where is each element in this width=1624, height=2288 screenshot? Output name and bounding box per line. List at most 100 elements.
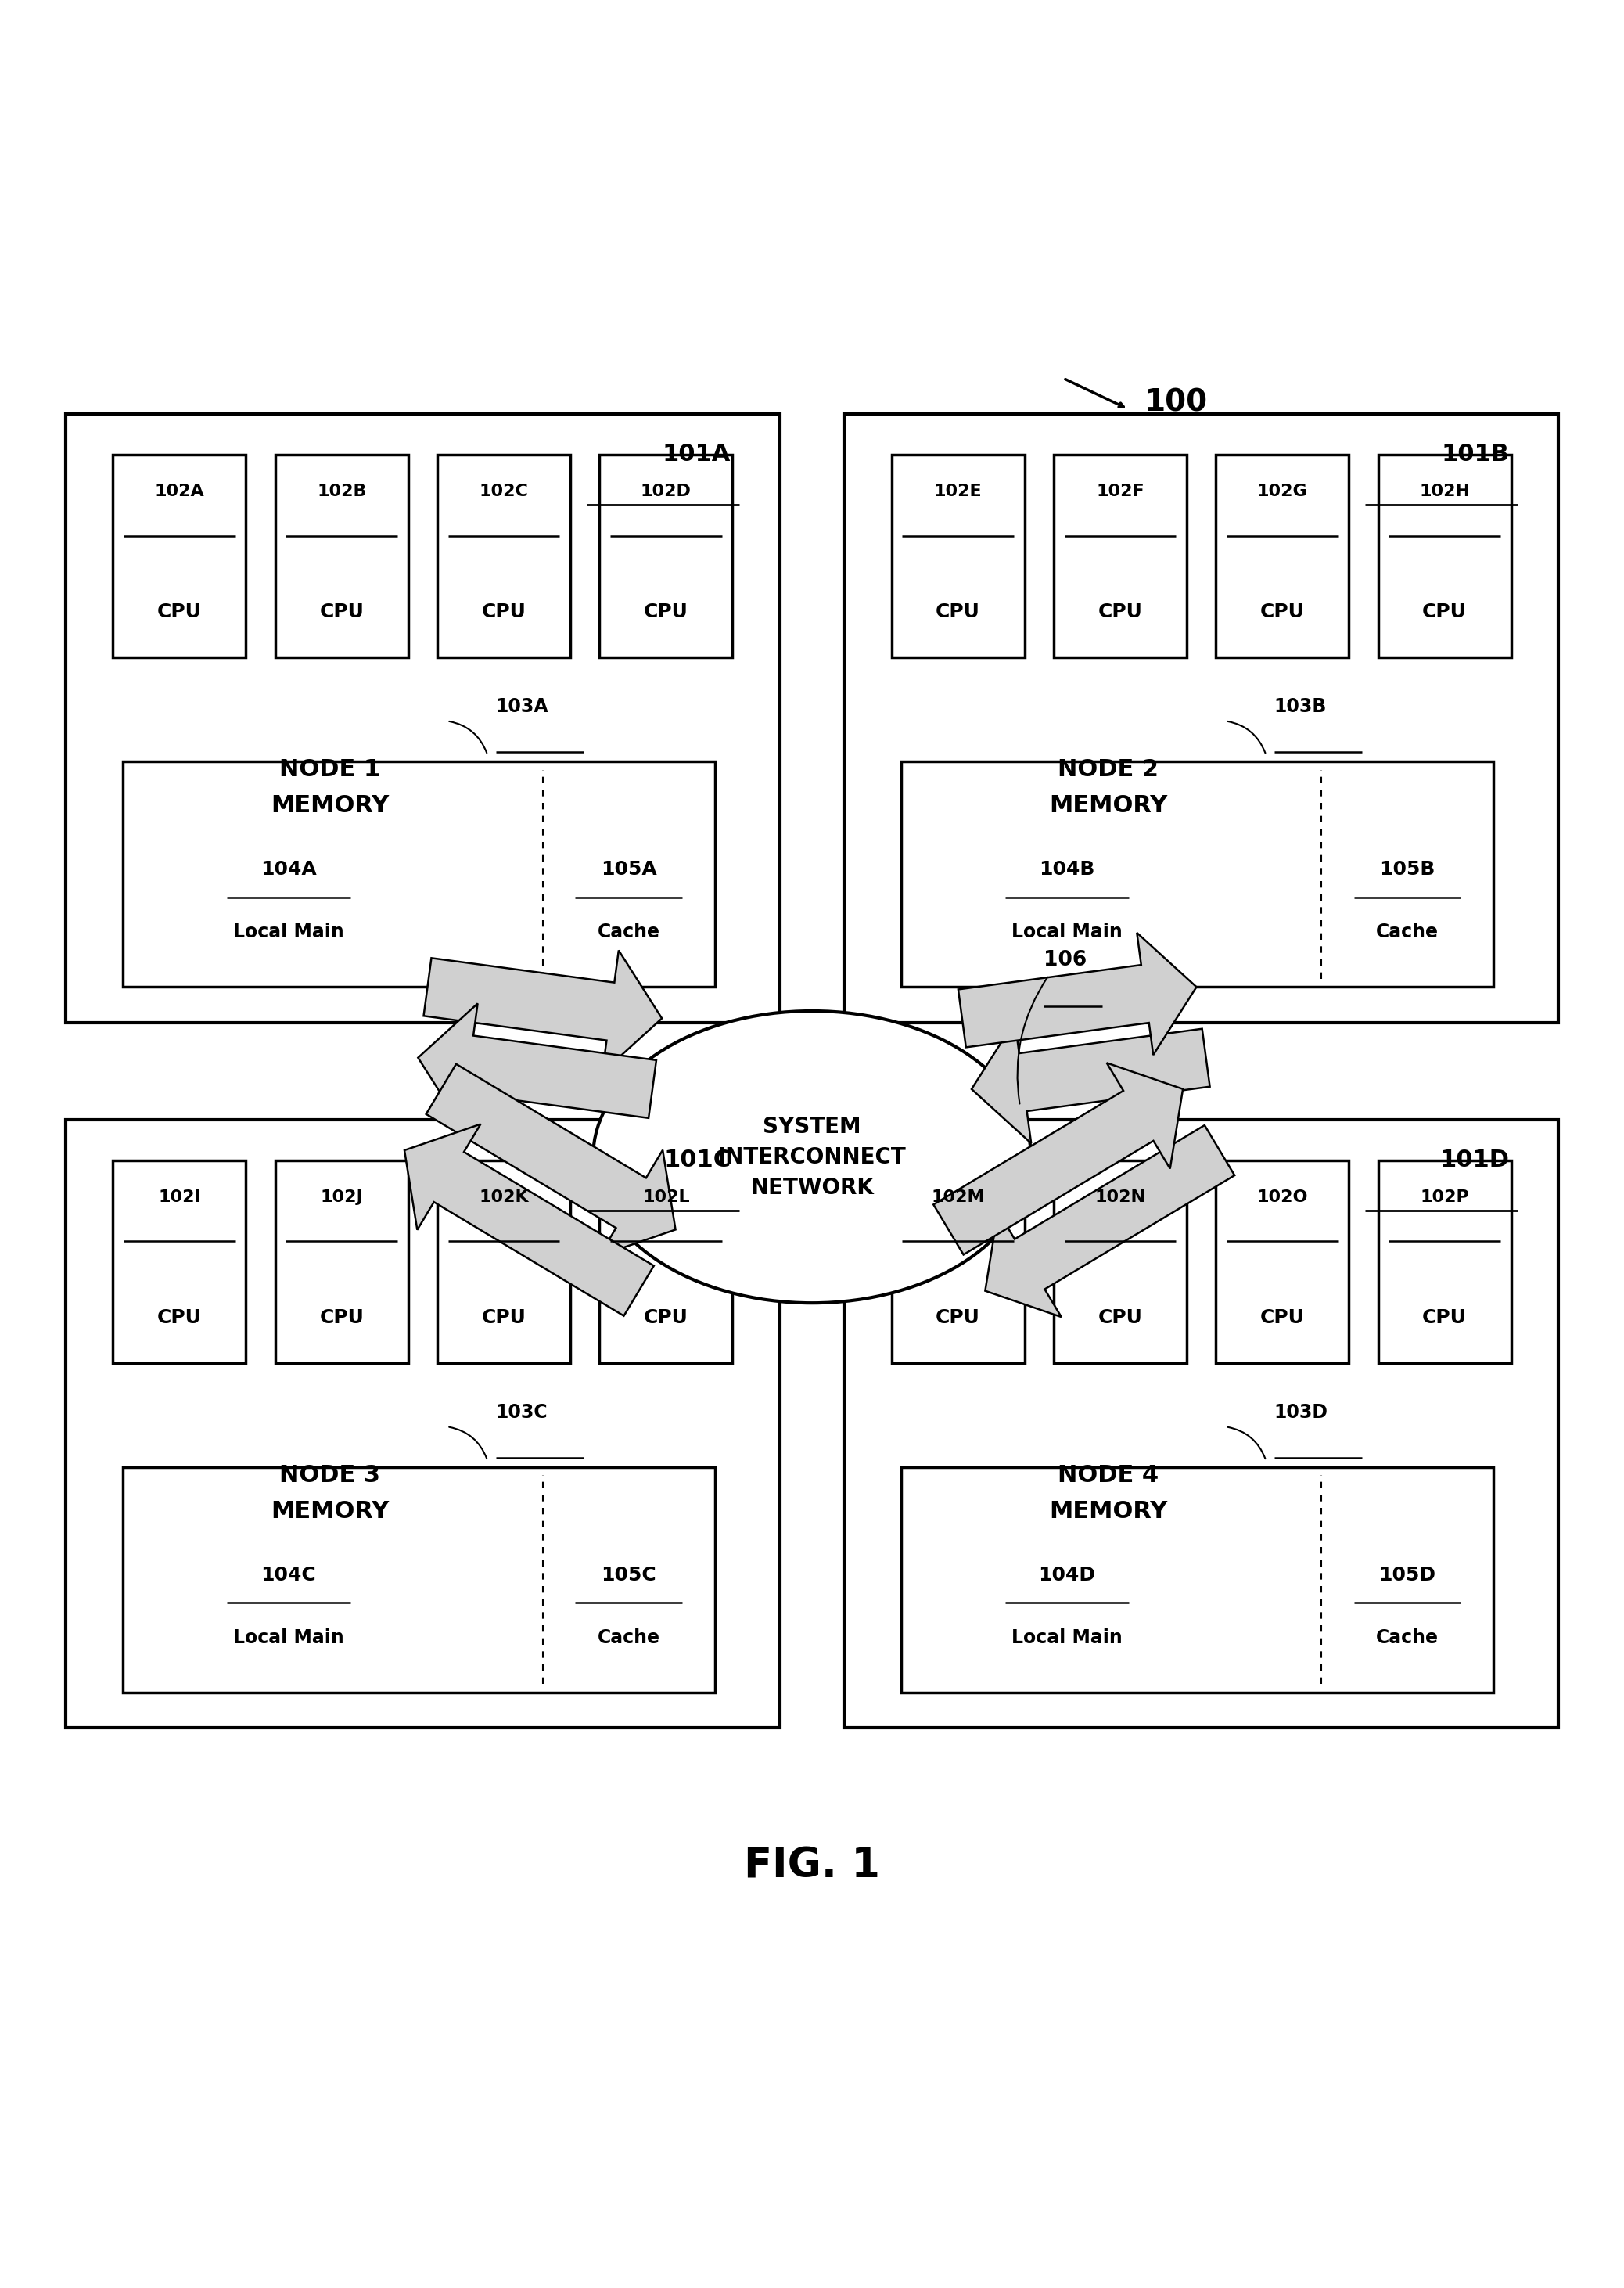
Text: 102D: 102D <box>640 483 692 499</box>
Text: CPU: CPU <box>643 602 689 622</box>
Text: CPU: CPU <box>1260 602 1304 622</box>
Text: 103D: 103D <box>1275 1403 1328 1421</box>
Text: CPU: CPU <box>320 1309 364 1327</box>
Text: NODE 1: NODE 1 <box>279 760 380 780</box>
Text: 101D: 101D <box>1440 1149 1509 1171</box>
Text: CPU: CPU <box>158 602 201 622</box>
Text: 102J: 102J <box>320 1190 364 1206</box>
Text: 105D: 105D <box>1379 1565 1436 1586</box>
Bar <box>599 455 732 657</box>
Text: CPU: CPU <box>1098 602 1142 622</box>
Text: NODE 4: NODE 4 <box>1057 1464 1160 1487</box>
Polygon shape <box>986 1126 1234 1318</box>
Polygon shape <box>425 1064 676 1256</box>
Text: CPU: CPU <box>1260 1309 1304 1327</box>
Text: Local Main: Local Main <box>1012 922 1122 940</box>
Bar <box>114 1160 245 1364</box>
Polygon shape <box>958 934 1197 1055</box>
Bar <box>1216 1160 1350 1364</box>
Bar <box>844 1119 1557 1727</box>
Text: 104A: 104A <box>260 860 317 879</box>
Bar <box>901 762 1492 986</box>
Bar <box>67 1119 780 1727</box>
Bar <box>1054 455 1187 657</box>
Text: CPU: CPU <box>935 602 981 622</box>
Text: Local Main: Local Main <box>232 922 344 940</box>
Text: Cache: Cache <box>1376 1629 1439 1647</box>
Bar <box>1054 1160 1187 1364</box>
Bar <box>123 1467 715 1693</box>
Bar <box>901 1467 1492 1693</box>
Text: 104D: 104D <box>1038 1565 1096 1586</box>
Text: CPU: CPU <box>482 602 526 622</box>
Polygon shape <box>971 1020 1210 1144</box>
Text: 102G: 102G <box>1257 483 1307 499</box>
Bar <box>892 1160 1025 1364</box>
Text: CPU: CPU <box>320 602 364 622</box>
Text: 101C: 101C <box>664 1149 731 1171</box>
Text: 101B: 101B <box>1442 444 1509 467</box>
Text: 102P: 102P <box>1419 1190 1470 1206</box>
Text: MEMORY: MEMORY <box>271 1499 390 1522</box>
Text: CPU: CPU <box>158 1309 201 1327</box>
Bar <box>114 455 245 657</box>
Text: 104C: 104C <box>261 1565 317 1586</box>
Polygon shape <box>424 950 663 1073</box>
Polygon shape <box>404 1123 654 1316</box>
Polygon shape <box>417 1004 656 1126</box>
Text: NODE 2: NODE 2 <box>1057 760 1160 780</box>
Text: CPU: CPU <box>935 1309 981 1327</box>
Ellipse shape <box>593 1011 1031 1302</box>
Bar <box>437 455 570 657</box>
Text: 103B: 103B <box>1275 698 1327 716</box>
Text: 102I: 102I <box>158 1190 201 1206</box>
Text: 105C: 105C <box>601 1565 656 1586</box>
Polygon shape <box>934 1064 1182 1254</box>
Bar <box>123 762 715 986</box>
Bar <box>274 455 408 657</box>
Text: Cache: Cache <box>598 1629 659 1647</box>
Text: Cache: Cache <box>1376 922 1439 940</box>
Text: CPU: CPU <box>1098 1309 1142 1327</box>
Text: 102K: 102K <box>479 1190 529 1206</box>
Bar <box>67 414 780 1023</box>
Text: 102F: 102F <box>1096 483 1145 499</box>
Text: CPU: CPU <box>1423 1309 1466 1327</box>
Text: FIG. 1: FIG. 1 <box>744 1846 880 1885</box>
Bar <box>1379 1160 1510 1364</box>
Text: CPU: CPU <box>1423 602 1466 622</box>
Text: 102B: 102B <box>317 483 367 499</box>
Text: 102N: 102N <box>1095 1190 1145 1206</box>
Text: 101A: 101A <box>663 444 731 467</box>
Text: 105B: 105B <box>1379 860 1436 879</box>
Text: 105A: 105A <box>601 860 658 879</box>
Text: CPU: CPU <box>482 1309 526 1327</box>
Text: 102M: 102M <box>931 1190 984 1206</box>
Bar <box>437 1160 570 1364</box>
Text: Local Main: Local Main <box>1012 1629 1122 1647</box>
Text: 102E: 102E <box>934 483 983 499</box>
Text: 106: 106 <box>1044 950 1086 970</box>
Bar <box>844 414 1557 1023</box>
Bar <box>1216 455 1350 657</box>
Text: SYSTEM
INTERCONNECT
NETWORK: SYSTEM INTERCONNECT NETWORK <box>718 1117 906 1199</box>
Text: MEMORY: MEMORY <box>1049 794 1168 817</box>
Bar <box>1379 455 1510 657</box>
Text: CPU: CPU <box>643 1309 689 1327</box>
Text: 102C: 102C <box>479 483 528 499</box>
Text: NODE 3: NODE 3 <box>279 1464 380 1487</box>
Text: 100: 100 <box>1145 387 1208 416</box>
Text: 102H: 102H <box>1419 483 1470 499</box>
Text: 102L: 102L <box>643 1190 690 1206</box>
Bar <box>599 1160 732 1364</box>
Text: Cache: Cache <box>598 922 659 940</box>
Text: MEMORY: MEMORY <box>271 794 390 817</box>
Text: Local Main: Local Main <box>232 1629 344 1647</box>
Bar <box>892 455 1025 657</box>
Text: MEMORY: MEMORY <box>1049 1499 1168 1522</box>
Text: 103C: 103C <box>495 1403 547 1421</box>
Bar <box>274 1160 408 1364</box>
Text: 102O: 102O <box>1257 1190 1307 1206</box>
Text: 104B: 104B <box>1039 860 1095 879</box>
Text: 102A: 102A <box>154 483 205 499</box>
